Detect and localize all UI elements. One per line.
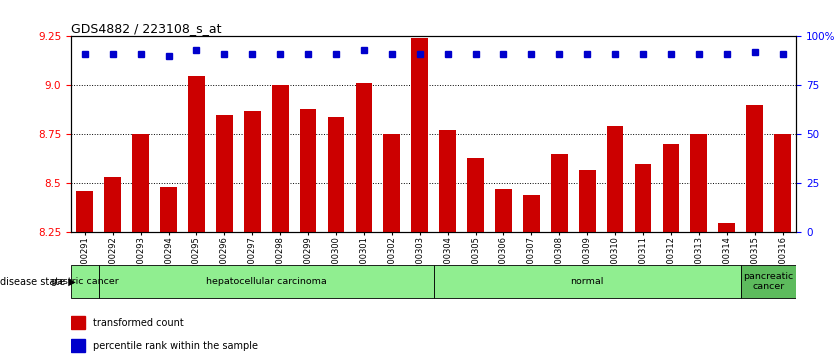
Bar xyxy=(662,144,679,232)
Bar xyxy=(718,223,735,232)
Bar xyxy=(551,154,568,232)
Bar xyxy=(188,76,205,232)
Text: disease state ▶: disease state ▶ xyxy=(0,276,76,286)
Bar xyxy=(71,316,85,329)
Text: normal: normal xyxy=(570,277,604,286)
Bar xyxy=(579,170,595,232)
Text: pancreatic
cancer: pancreatic cancer xyxy=(743,272,794,291)
Text: transformed count: transformed count xyxy=(93,318,183,328)
Bar xyxy=(104,178,121,232)
Bar xyxy=(774,134,791,232)
FancyBboxPatch shape xyxy=(98,265,434,298)
FancyBboxPatch shape xyxy=(71,265,98,298)
Bar xyxy=(355,83,372,232)
Bar xyxy=(244,111,261,232)
Bar xyxy=(384,134,400,232)
Bar xyxy=(746,105,763,232)
Bar xyxy=(440,130,456,232)
Bar xyxy=(272,85,289,232)
FancyBboxPatch shape xyxy=(741,265,796,298)
Bar xyxy=(606,126,624,232)
Bar xyxy=(328,117,344,232)
Bar xyxy=(411,38,428,232)
Bar xyxy=(467,158,484,232)
Bar xyxy=(133,134,149,232)
Text: hepatocellular carcinoma: hepatocellular carcinoma xyxy=(206,277,327,286)
FancyBboxPatch shape xyxy=(434,265,741,298)
Bar xyxy=(216,115,233,232)
Bar xyxy=(160,187,177,232)
Bar xyxy=(71,339,85,352)
Bar xyxy=(299,109,316,232)
Text: percentile rank within the sample: percentile rank within the sample xyxy=(93,340,258,351)
Bar xyxy=(691,134,707,232)
Bar xyxy=(77,191,93,232)
Bar xyxy=(495,189,512,232)
Text: GDS4882 / 223108_s_at: GDS4882 / 223108_s_at xyxy=(71,22,221,35)
Bar xyxy=(523,195,540,232)
Bar xyxy=(635,164,651,232)
Text: gastric cancer: gastric cancer xyxy=(51,277,118,286)
